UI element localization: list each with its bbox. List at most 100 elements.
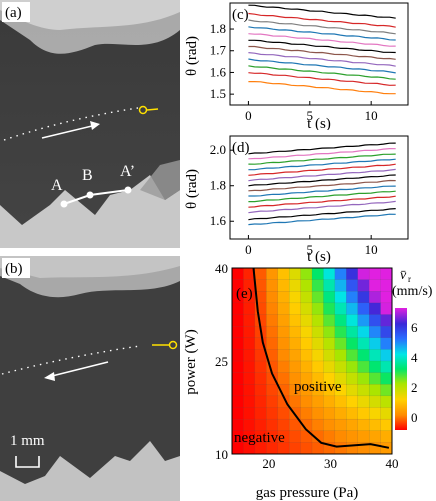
heatmap-cell xyxy=(346,384,359,397)
region-positive-label: positive xyxy=(294,379,342,395)
heatmap-cell xyxy=(380,291,393,304)
heatmap-cell xyxy=(266,302,279,315)
heatmap-cell xyxy=(323,418,336,432)
series-line xyxy=(248,142,396,155)
heatmap-cell xyxy=(368,395,382,408)
panel-label-a: (a) xyxy=(5,5,22,21)
heatmap-cell xyxy=(277,267,290,281)
heatmap-cell xyxy=(231,395,244,408)
heatmap-cell xyxy=(266,407,279,420)
heatmap-cell xyxy=(311,442,324,455)
heatmap-cell xyxy=(231,349,244,362)
heatmap-cell xyxy=(277,360,290,374)
plot-frame xyxy=(231,267,393,455)
heatmap-cell xyxy=(254,384,267,397)
heatmap-cell xyxy=(231,360,244,374)
heatmap-cell xyxy=(311,302,324,315)
x-tick-label: 20 xyxy=(262,456,275,471)
heatmap-cell xyxy=(334,360,347,374)
heatmap-cell xyxy=(243,349,256,362)
panel-label-e: (e) xyxy=(236,286,253,302)
heatmap-cell xyxy=(334,349,347,362)
heatmap-cell xyxy=(323,325,336,339)
heatmap-cell xyxy=(311,360,324,374)
heatmap-cell xyxy=(357,384,370,397)
heatmap-cell xyxy=(323,337,336,350)
heatmap-cell xyxy=(346,302,359,315)
heatmap-cell xyxy=(334,442,347,455)
heatmap-cell xyxy=(300,337,313,350)
heatmap-cell xyxy=(231,314,244,327)
heatmap-cell xyxy=(346,442,359,455)
heatmap-cell xyxy=(346,395,359,408)
series-line xyxy=(248,4,396,19)
panel-d-chart: 0 5 10 1.6 1.8 2.0 (d) t (s) θ (rad) xyxy=(184,135,409,265)
x-tick-label: 0 xyxy=(245,108,252,123)
heatmap-cell xyxy=(277,279,290,292)
heatmap-cell xyxy=(266,314,279,327)
heatmap-cell xyxy=(231,302,244,315)
y-tick-label: 2.0 xyxy=(210,142,226,157)
heatmap-cell xyxy=(346,291,359,304)
heatmap-cell xyxy=(357,325,370,339)
heatmap-cell xyxy=(334,314,347,327)
point-a-prime xyxy=(124,186,132,194)
tracked-particle-marker xyxy=(168,340,178,350)
heatmap-cell xyxy=(254,267,267,281)
heatmap-cell xyxy=(380,372,393,385)
plot-frame xyxy=(229,2,409,106)
series-line xyxy=(248,33,396,47)
panel-label-d: (d) xyxy=(232,140,250,156)
series-line xyxy=(248,147,396,160)
series-line xyxy=(248,39,396,54)
heatmap-cell xyxy=(266,384,279,397)
heatmap-cell xyxy=(311,349,324,362)
heatmap-cell xyxy=(288,337,302,350)
heatmap-cell xyxy=(311,267,324,281)
heatmap-cell xyxy=(243,372,256,385)
heatmap-cell xyxy=(288,302,302,315)
heatmap-cell xyxy=(334,325,347,339)
colorbar-tick: 0 xyxy=(411,410,418,425)
heatmap-cell xyxy=(346,279,359,292)
heatmap-cell xyxy=(243,314,256,327)
heatmap-cell xyxy=(254,372,267,385)
heatmap-cell xyxy=(334,267,347,281)
heatmap-cell xyxy=(357,418,370,432)
heatmap-cell xyxy=(311,325,324,339)
heatmap-cell xyxy=(357,372,370,385)
heatmap-cell xyxy=(368,430,382,443)
series-line xyxy=(248,58,396,74)
heatmap-cell xyxy=(288,430,302,443)
heatmap-cell xyxy=(334,291,347,304)
heatmap-cell xyxy=(357,407,370,420)
heatmap-cell xyxy=(368,384,382,397)
label-a: A xyxy=(51,177,63,194)
x-tick-label: 40 xyxy=(386,456,399,471)
heatmap-cell xyxy=(334,430,347,443)
heatmap-cell xyxy=(231,337,244,350)
heatmap-cell xyxy=(368,267,382,281)
heatmap-cell xyxy=(288,349,302,362)
heatmap-cell xyxy=(368,302,382,315)
heatmap-cell xyxy=(334,395,347,408)
y-tick-label: 40 xyxy=(215,262,228,276)
y-tick-label: 1.8 xyxy=(210,21,226,36)
series-line xyxy=(248,72,396,86)
heatmap-cell xyxy=(300,360,313,374)
heatmap-cell xyxy=(300,325,313,339)
direction-arrow xyxy=(41,125,93,139)
scalebar-label: 1 mm xyxy=(10,433,45,449)
heatmap-cell xyxy=(334,418,347,432)
heatmap-cell xyxy=(231,372,244,385)
heatmap-cell xyxy=(368,325,382,339)
heatmap-cell xyxy=(368,418,382,432)
heatmap-cell xyxy=(334,302,347,315)
heatmap-cell xyxy=(346,349,359,362)
colorbar-tick: 6 xyxy=(411,320,418,335)
series-line xyxy=(248,26,396,41)
heatmap-cell xyxy=(380,418,393,432)
y-tick-label: 1.6 xyxy=(210,64,227,79)
x-tick-label: 30 xyxy=(324,456,337,471)
